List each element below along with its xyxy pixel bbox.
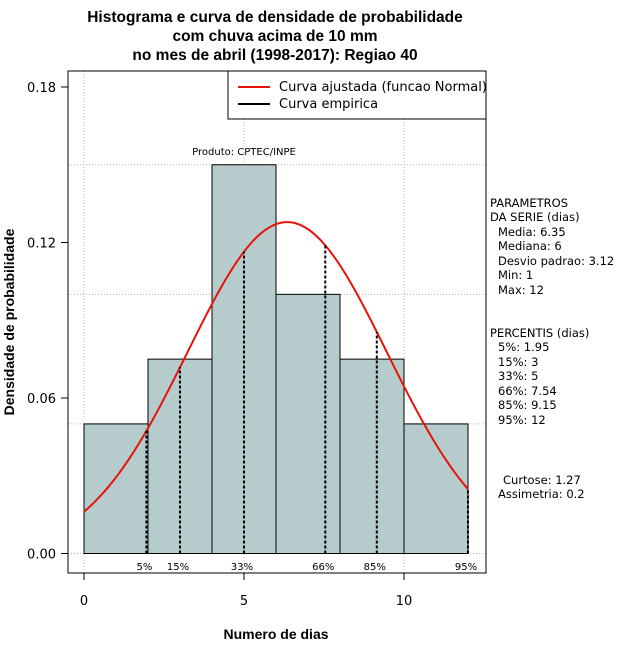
pct-66: 66%: 7.54 xyxy=(498,384,557,398)
param-min: Min: 1 xyxy=(498,268,533,282)
percentile-label-6: 95% xyxy=(455,562,477,573)
percentile-label-1: 5% xyxy=(136,562,152,573)
y-axis: 0.00 0.06 0.12 0.18 xyxy=(27,81,69,563)
pct-95: 95%: 12 xyxy=(498,413,546,427)
param-desvio: Desvio padrao: 3.12 xyxy=(498,254,614,268)
x-tick-label-1: 5 xyxy=(240,594,248,609)
side-panel: PARAMETROS DA SERIE (dias) Media: 6.35 M… xyxy=(490,196,614,501)
normal-fit-curve xyxy=(83,221,469,513)
assimetria: Assimetria: 0.2 xyxy=(498,487,585,501)
y-tick-label-3: 0.18 xyxy=(27,81,56,96)
histogram-bar-3 xyxy=(211,164,277,554)
percentile-label-5: 85% xyxy=(364,562,386,573)
params-header-2: DA SERIE (dias) xyxy=(490,210,580,224)
x-axis-label: Numero de dias xyxy=(223,626,328,642)
pct-5: 5%: 1.95 xyxy=(498,340,549,354)
pct-header: PERCENTIS (dias) xyxy=(490,326,589,340)
pct-15: 15%: 3 xyxy=(498,355,538,369)
percentile-label-4: 66% xyxy=(312,562,334,573)
y-tick-label-0: 0.00 xyxy=(27,548,56,563)
x-axis: 0 5 10 xyxy=(80,572,413,609)
curve-layer xyxy=(83,221,469,513)
legend: Curva ajustada (funcao Normal) Curva emp… xyxy=(227,70,487,120)
chart-title-line-3: no mes de abril (1998-2017): Regiao 40 xyxy=(132,47,417,64)
histogram-bar-5 xyxy=(339,358,405,554)
bars-layer xyxy=(83,164,469,554)
y-tick-label-2: 0.12 xyxy=(27,237,56,252)
params-header-1: PARAMETROS xyxy=(490,196,568,210)
x-tick-label-0: 0 xyxy=(80,594,88,609)
param-mediana: Mediana: 6 xyxy=(498,239,562,253)
source-note: Produto: CPTEC/INPE xyxy=(192,147,296,158)
legend-label-fit: Curva ajustada (funcao Normal) xyxy=(279,80,487,95)
histogram-bar-4 xyxy=(275,293,341,554)
pct-33: 33%: 5 xyxy=(498,369,538,383)
param-max: Max: 12 xyxy=(498,283,544,297)
percentile-label-3: 33% xyxy=(231,562,253,573)
curtose: Curtose: 1.27 xyxy=(503,473,581,487)
y-tick-label-1: 0.06 xyxy=(27,392,56,407)
legend-box xyxy=(227,70,487,120)
legend-label-empirical: Curva empirica xyxy=(279,97,378,112)
chart-title-line-1: Histograma e curva de densidade de proba… xyxy=(87,9,463,26)
y-axis-label: Densidade de probabilidade xyxy=(1,228,17,415)
percentile-layer: 5% 15% 33% 66% 85% 95% xyxy=(136,245,477,573)
param-media: Media: 6.35 xyxy=(498,225,566,239)
pct-85: 85%: 9.15 xyxy=(498,398,557,412)
percentile-label-2: 15% xyxy=(167,562,189,573)
x-tick-label-2: 10 xyxy=(396,594,413,609)
chart-title-line-2: com chuva acima de 10 mm xyxy=(172,28,377,45)
